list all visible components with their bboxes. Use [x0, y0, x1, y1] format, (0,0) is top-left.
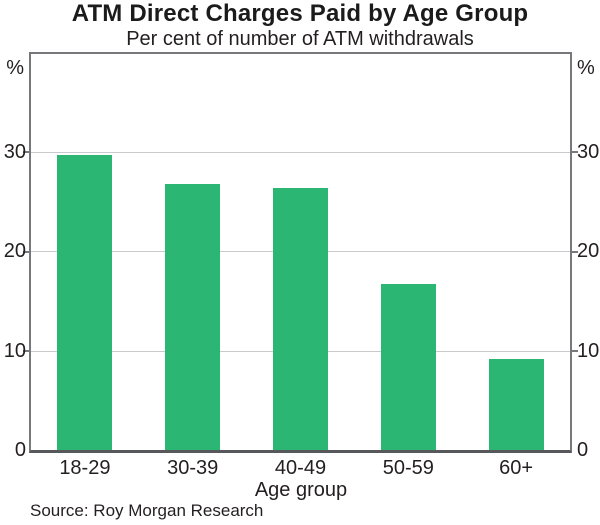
- chart-title: ATM Direct Charges Paid by Age Group: [71, 0, 529, 27]
- bar-18-29: [57, 155, 113, 450]
- x-category-label: 18-29: [59, 457, 111, 479]
- y-tickmark-right: [572, 151, 578, 153]
- bar-40-49: [273, 188, 328, 450]
- y-axis-unit-left: %: [6, 57, 24, 79]
- y-tick-label-right: 20: [577, 240, 600, 262]
- bar-50-59: [380, 283, 436, 450]
- y-axis-unit-right: %: [577, 57, 595, 79]
- plot-area: [29, 52, 572, 453]
- x-category-label: 30-39: [167, 457, 219, 479]
- bar-30-39: [165, 184, 221, 450]
- y-tick-label-left: 20: [3, 240, 26, 262]
- y-tick-label-right: 0: [577, 439, 589, 461]
- y-tick-label-left: 10: [3, 339, 26, 362]
- x-axis-title: Age group: [254, 479, 348, 501]
- chart-subtitle: Per cent of number of ATM withdrawals: [126, 28, 474, 50]
- x-category-label: 40-49: [274, 457, 327, 479]
- y-tick-label-left: 0: [14, 439, 26, 461]
- gridline: [31, 151, 570, 153]
- y-tickmark-left: [23, 151, 29, 153]
- x-category-label: 60+: [499, 457, 534, 479]
- y-tick-label-right: 30: [577, 140, 600, 163]
- source-note: Source: Roy Morgan Research: [30, 501, 264, 520]
- x-category-label: 50-59: [382, 457, 434, 479]
- y-tickmark-left: [23, 350, 29, 352]
- y-tick-label-left: 30: [3, 140, 26, 163]
- y-tick-label-right: 10: [577, 339, 600, 362]
- bar-60+: [488, 359, 544, 450]
- y-tickmark-left: [23, 250, 29, 253]
- y-tickmark-right: [572, 350, 578, 352]
- y-tickmark-right: [572, 250, 578, 253]
